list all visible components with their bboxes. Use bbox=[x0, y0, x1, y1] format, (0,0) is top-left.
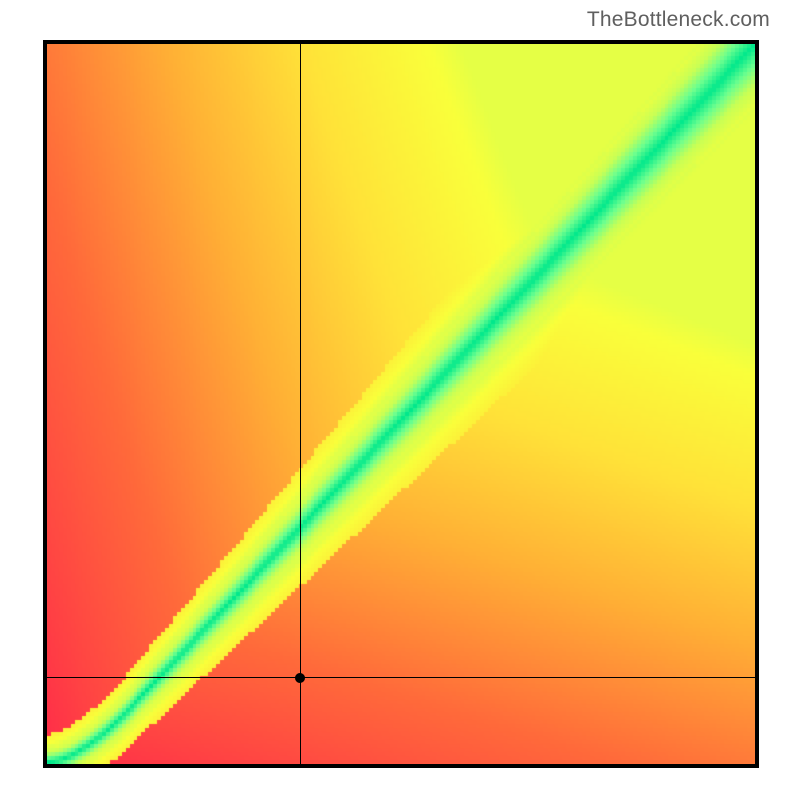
heatmap-canvas bbox=[47, 44, 755, 764]
marker-dot bbox=[295, 673, 305, 683]
attribution-text: TheBottleneck.com bbox=[587, 8, 770, 32]
crosshair-vertical bbox=[300, 44, 301, 764]
crosshair-horizontal bbox=[47, 677, 755, 678]
chart-container: TheBottleneck.com bbox=[0, 0, 800, 800]
heatmap-plot bbox=[43, 40, 759, 768]
